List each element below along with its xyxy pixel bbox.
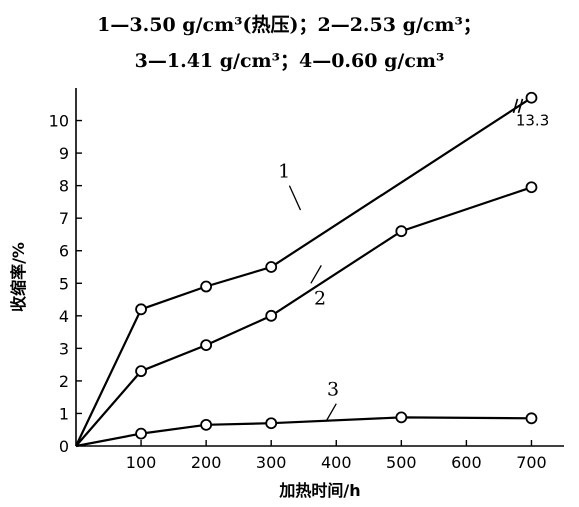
data-point-1 bbox=[135, 303, 147, 316]
data-point-1 bbox=[265, 261, 278, 273]
x-tick-label: 200 bbox=[191, 453, 222, 472]
y-tick-label: 7 bbox=[59, 209, 69, 228]
y-tick-label: 2 bbox=[59, 372, 69, 391]
data-point-1 bbox=[200, 280, 213, 293]
markers bbox=[135, 91, 538, 440]
data-point-3 bbox=[200, 418, 213, 431]
data-point-3 bbox=[265, 417, 278, 430]
y-tick-label: 1 bbox=[59, 404, 69, 423]
break-mark bbox=[512, 98, 519, 114]
data-point-2 bbox=[395, 225, 408, 238]
x-axis-title: 加热时间/h bbox=[278, 481, 360, 500]
x-tick-label: 500 bbox=[386, 453, 417, 472]
data-point-1 bbox=[525, 91, 538, 104]
leader-line-1 bbox=[288, 185, 302, 211]
x-tick-label: 300 bbox=[256, 453, 287, 472]
data-point-2 bbox=[525, 181, 538, 194]
series-line-2 bbox=[75, 186, 532, 447]
series-line-3 bbox=[75, 416, 532, 448]
y-tick-label: 8 bbox=[59, 177, 69, 196]
data-point-2 bbox=[265, 309, 278, 322]
caption-line-1: 1—3.50 g/cm³(热压)；2—2.53 g/cm³； bbox=[97, 14, 482, 36]
curves bbox=[75, 96, 533, 448]
data-point-2 bbox=[200, 339, 213, 352]
break-mark bbox=[517, 98, 524, 114]
x-tick-label: 700 bbox=[516, 453, 547, 472]
y-tick-label: 4 bbox=[59, 307, 69, 326]
data-point-3 bbox=[135, 427, 147, 440]
annotation-13-3: 13.3 bbox=[516, 111, 549, 129]
leader-line-2 bbox=[310, 265, 322, 284]
y-tick-label: 0 bbox=[59, 437, 69, 456]
curve-label-1: 1 bbox=[278, 161, 290, 183]
x-tick-label: 600 bbox=[451, 453, 482, 472]
data-point-3 bbox=[525, 412, 538, 425]
data-point-3 bbox=[395, 411, 408, 424]
y-axis-title: 收缩率/% bbox=[9, 242, 28, 312]
x-tick-label: 400 bbox=[321, 453, 352, 472]
caption-line-2: 3—1.41 g/cm³；4—0.60 g/cm³ bbox=[134, 50, 445, 72]
leader-line-3 bbox=[325, 403, 337, 421]
curve-label-2: 2 bbox=[314, 287, 326, 309]
y-tick-label: 5 bbox=[59, 274, 69, 293]
series-line-1 bbox=[75, 96, 533, 447]
x-tick-label: 100 bbox=[126, 453, 157, 472]
y-tick-label: 10 bbox=[49, 112, 69, 131]
y-tick-label: 3 bbox=[59, 339, 69, 358]
axes: 100 200 300 400 500 600 700 0 1 2 3 4 5 6 7 8 9 10 bbox=[49, 88, 564, 472]
curve-label-3: 3 bbox=[327, 379, 339, 401]
labels: 加热时间/h 收缩率/% 13.3 1 2 3 bbox=[9, 111, 549, 500]
y-tick-label: 9 bbox=[59, 144, 69, 163]
data-point-2 bbox=[135, 365, 147, 378]
y-tick-label: 6 bbox=[59, 242, 69, 261]
